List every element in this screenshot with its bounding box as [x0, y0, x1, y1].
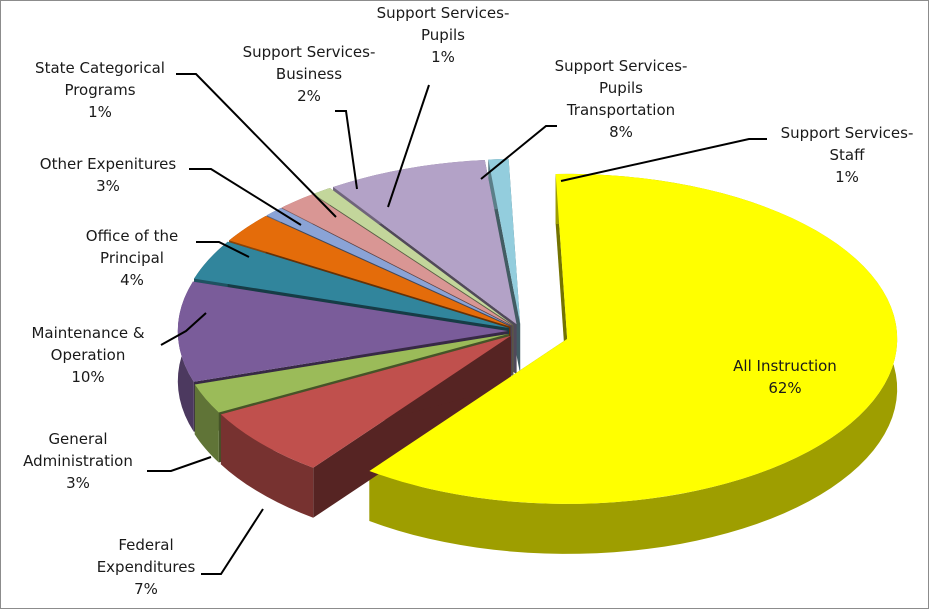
data-label: 1% — [431, 48, 455, 66]
data-label: Programs — [64, 81, 135, 99]
data-label: 3% — [66, 474, 90, 492]
data-label: Other Expenitures — [40, 155, 177, 173]
data-label: 7% — [134, 580, 158, 598]
data-label: 62% — [768, 379, 801, 397]
data-label: Transportation — [566, 101, 675, 119]
leader-line — [147, 457, 211, 471]
data-label: Support Services- — [377, 4, 510, 22]
data-label: Staff — [830, 146, 866, 164]
data-label: 10% — [71, 368, 104, 386]
leader-line — [201, 509, 263, 574]
data-label: Office of the — [86, 227, 178, 245]
data-label: Administration — [23, 452, 133, 470]
data-label: Support Services- — [555, 57, 688, 75]
data-label: Operation — [51, 346, 126, 364]
data-label: Expenditures — [97, 558, 196, 576]
data-label: Principal — [100, 249, 164, 267]
data-label: Federal — [118, 536, 173, 554]
data-label: Support Services- — [243, 43, 376, 61]
leader-line — [335, 111, 357, 189]
data-label: 2% — [297, 87, 321, 105]
data-label: State Categorical — [35, 59, 165, 77]
data-label: Maintenance & — [31, 324, 144, 342]
data-label: 4% — [120, 271, 144, 289]
data-label: 1% — [835, 168, 859, 186]
data-label: 8% — [609, 123, 633, 141]
data-label: Business — [276, 65, 342, 83]
data-label: 1% — [88, 103, 112, 121]
data-label: 3% — [96, 177, 120, 195]
pie-tops — [178, 159, 897, 504]
data-label: All Instruction — [733, 357, 837, 375]
data-label: Pupils — [421, 26, 465, 44]
leader-line — [561, 139, 767, 181]
data-label: Pupils — [599, 79, 643, 97]
data-label: General — [48, 430, 107, 448]
data-label: Support Services- — [781, 124, 914, 142]
